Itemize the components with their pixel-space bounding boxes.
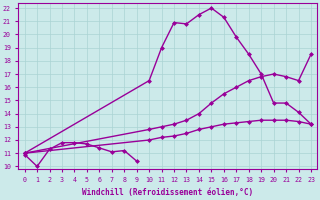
- X-axis label: Windchill (Refroidissement éolien,°C): Windchill (Refroidissement éolien,°C): [82, 188, 253, 197]
